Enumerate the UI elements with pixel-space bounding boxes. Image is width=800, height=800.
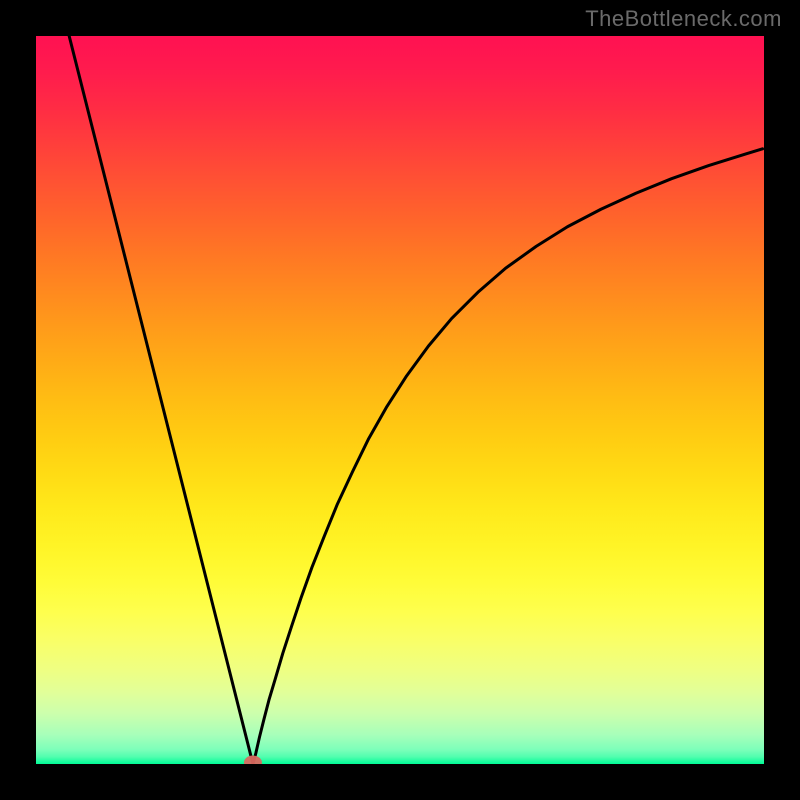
frame-bottom xyxy=(0,764,800,800)
bottleneck-curve xyxy=(64,36,763,764)
curve-svg xyxy=(36,36,764,764)
min-marker xyxy=(244,756,262,764)
watermark-text: TheBottleneck.com xyxy=(585,6,782,32)
plot-area xyxy=(36,36,764,764)
frame-right xyxy=(764,0,800,800)
frame-left xyxy=(0,0,36,800)
